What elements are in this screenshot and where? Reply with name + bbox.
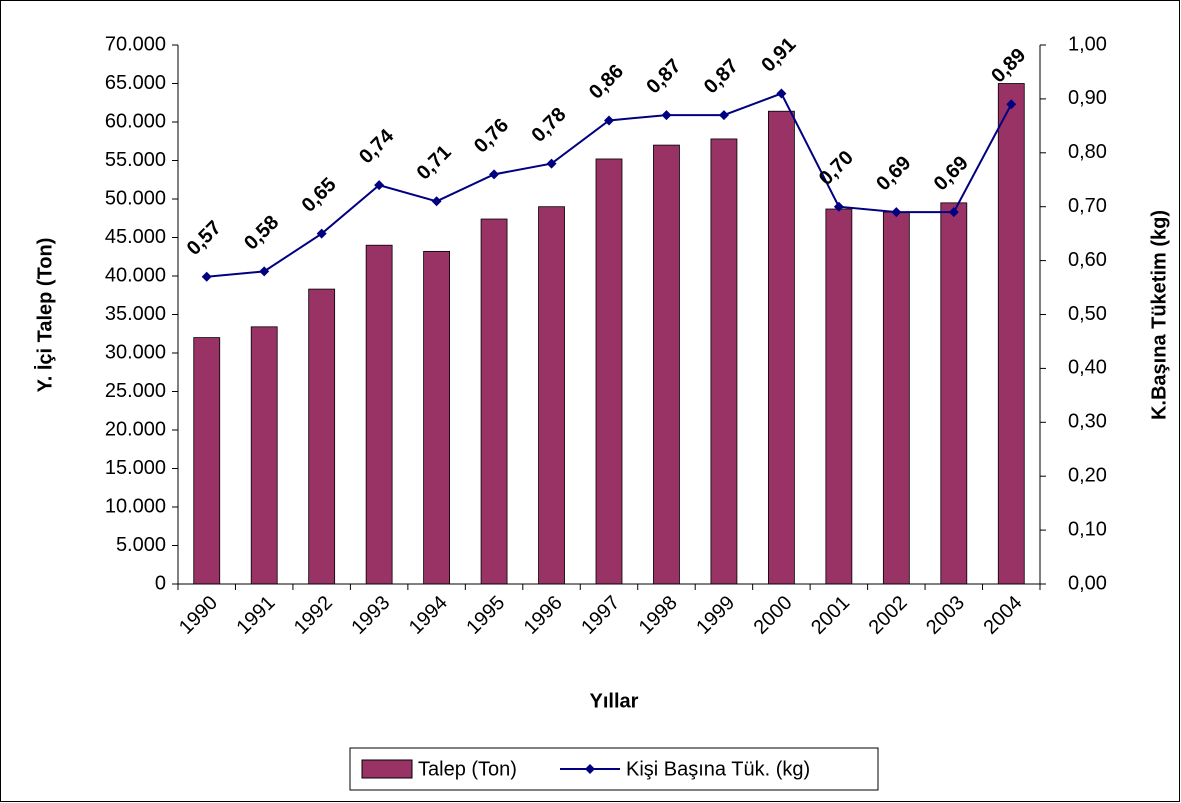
- bar: [940, 202, 968, 585]
- y-tick-label: 25.000: [105, 380, 166, 402]
- x-axis-title: Yıllar: [590, 690, 639, 712]
- y-tick-label: 40.000: [105, 264, 166, 286]
- bar: [595, 158, 623, 585]
- legend-marker: [585, 764, 595, 774]
- bar: [308, 288, 336, 585]
- y-tick-label: 50.000: [105, 187, 166, 209]
- marker: [259, 266, 270, 277]
- y2-tick-label: 0,00: [1068, 572, 1107, 594]
- marker: [833, 201, 844, 212]
- marker: [316, 228, 327, 239]
- y-tick-label: 30.000: [105, 341, 166, 363]
- marker: [431, 196, 442, 207]
- y-tick-label: 60.000: [105, 110, 166, 132]
- bar: [538, 206, 565, 585]
- y-tick-label: 70.000: [105, 33, 166, 55]
- bar: [710, 138, 738, 585]
- y2-axis-title: K.Başına Tüketim (kg): [1148, 210, 1170, 420]
- marker: [891, 207, 902, 218]
- legend-label: Kişi Başına Tük. (kg): [626, 758, 810, 780]
- bar: [193, 337, 221, 585]
- legend-swatch: [361, 759, 413, 779]
- y-axis-title: Y. İçi Talep (Ton): [33, 238, 56, 393]
- marker: [201, 271, 212, 282]
- legend-label: Talep (Ton): [418, 758, 517, 780]
- y-tick-label: 20.000: [105, 418, 166, 440]
- y2-tick-label: 0,80: [1068, 141, 1107, 163]
- y2-tick-label: 0,90: [1068, 87, 1107, 109]
- y2-tick-label: 0,10: [1068, 518, 1107, 540]
- y-tick-label: 15.000: [105, 457, 166, 479]
- marker: [374, 180, 385, 191]
- bar: [423, 250, 451, 585]
- y-tick-label: 55.000: [105, 149, 166, 171]
- y2-tick-label: 0,60: [1068, 249, 1107, 271]
- bar: [882, 211, 910, 585]
- y2-tick-label: 0,50: [1068, 303, 1107, 325]
- marker: [489, 169, 500, 180]
- y-tick-label: 0: [155, 572, 166, 594]
- marker: [1006, 99, 1017, 110]
- bar: [365, 244, 393, 585]
- y-tick-label: 45.000: [105, 226, 166, 248]
- y2-tick-label: 1,00: [1068, 33, 1107, 55]
- y2-tick-label: 0,20: [1068, 464, 1107, 486]
- y-tick-label: 35.000: [105, 303, 166, 325]
- y2-tick-label: 0,30: [1068, 411, 1107, 433]
- bar: [250, 326, 278, 585]
- marker: [718, 110, 729, 121]
- bar: [653, 144, 680, 585]
- y2-tick-label: 0,70: [1068, 195, 1107, 217]
- y-tick-label: 5.000: [116, 534, 166, 556]
- marker: [948, 207, 959, 218]
- y-tick-label: 10.000: [105, 495, 166, 517]
- marker: [776, 88, 787, 99]
- marker: [546, 158, 557, 169]
- bar: [825, 208, 853, 585]
- y2-tick-label: 0,40: [1068, 357, 1107, 379]
- bar: [997, 83, 1025, 585]
- marker: [604, 115, 614, 126]
- bar: [480, 218, 508, 585]
- y-tick-label: 65.000: [105, 72, 166, 94]
- marker: [661, 110, 672, 121]
- bar: [768, 110, 795, 585]
